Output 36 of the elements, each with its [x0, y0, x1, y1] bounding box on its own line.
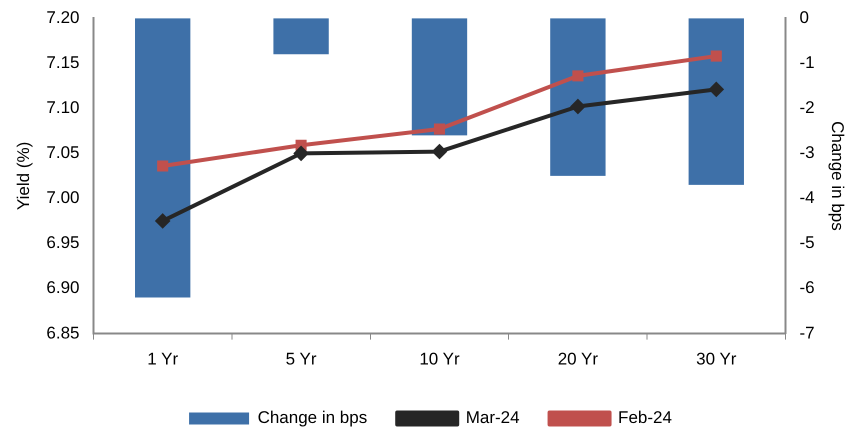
point	[710, 50, 722, 62]
y-tick-label: 7.10	[46, 98, 80, 117]
y2-tick-label: -6	[799, 278, 815, 298]
y2-tick-label: -4	[799, 188, 815, 208]
legend-label: Mar-24	[466, 408, 520, 428]
y-axis-title: Yield (%)	[14, 142, 33, 210]
y2-tick-label: -5	[799, 233, 815, 252]
point	[294, 146, 308, 160]
y-tick-label: 7.15	[46, 52, 80, 72]
point	[296, 140, 307, 151]
y2-tick-label: 0	[799, 8, 809, 27]
y2-tick-label: -7	[799, 323, 815, 342]
x-tick-label: 20 Yr	[558, 349, 598, 368]
point	[434, 124, 446, 135]
y2-axis-title: Change in bps	[828, 121, 848, 231]
y-tick-label: 6.95	[46, 233, 80, 252]
y-tick-label: 7.00	[46, 188, 80, 208]
x-tick-label: 30 Yr	[696, 349, 737, 368]
x-tick-label: 5 Yr	[286, 349, 317, 368]
y-tick-label: 6.85	[46, 323, 80, 342]
x-tick-label: 10 Yr	[419, 349, 460, 368]
x-tick-label: 1 Yr	[147, 349, 178, 368]
y2-tick-label: -3	[799, 143, 815, 162]
y-tick-label: 7.05	[46, 143, 80, 162]
point	[570, 100, 585, 114]
point	[156, 214, 170, 228]
point	[157, 160, 168, 172]
y-tick-label: 7.20	[46, 8, 80, 27]
y2-tick-label: -2	[799, 98, 815, 117]
legend-label: Change in bps	[258, 408, 368, 428]
point	[572, 70, 584, 82]
point	[432, 144, 446, 159]
point	[709, 82, 724, 96]
y2-tick-label: -1	[799, 52, 815, 72]
y-tick-label: 6.90	[46, 278, 80, 298]
legend-label: Feb-24	[618, 408, 672, 428]
